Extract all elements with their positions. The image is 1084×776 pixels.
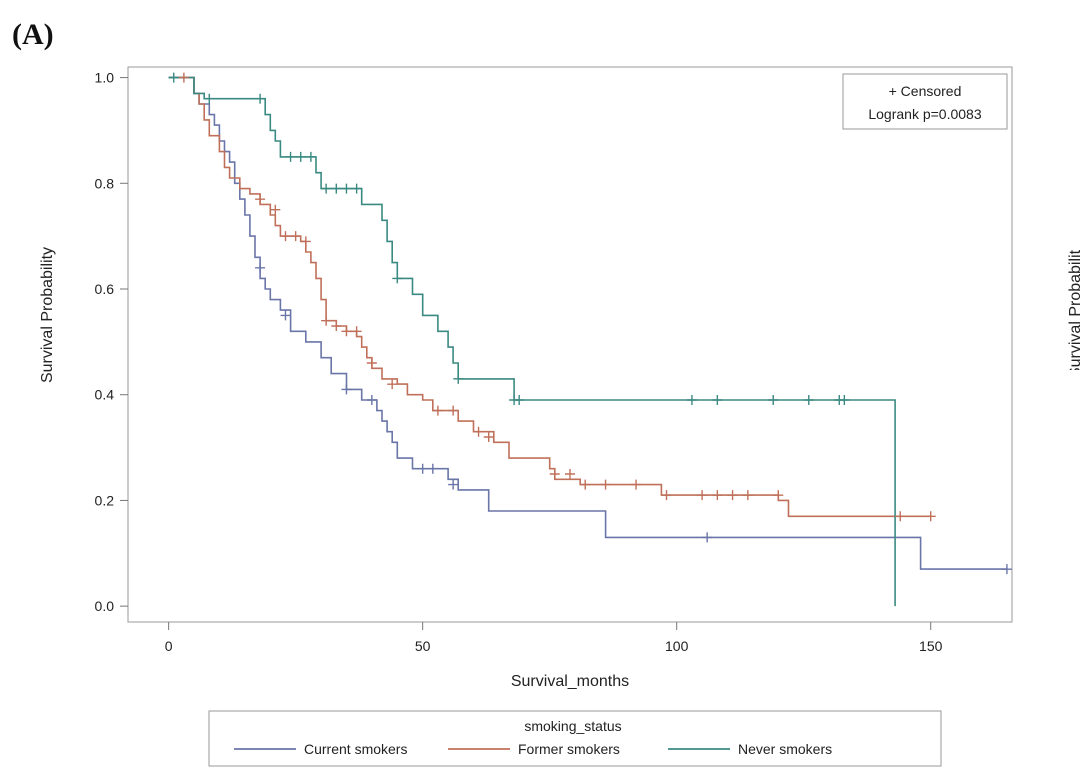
panel-label: (A) (12, 18, 54, 51)
x-axis-label: Survival_months (511, 673, 629, 690)
cropped-right-ylabel-text: Survival Probability (1067, 250, 1084, 370)
censor-mark-former-smokers-2 (270, 204, 281, 215)
inset-legend: + Censored Logrank p=0.0083 (842, 73, 1008, 130)
x-tick-label-0: 0 (165, 638, 173, 654)
censor-layer (168, 72, 1012, 575)
censor-mark-former-smokers-25 (742, 490, 753, 501)
plot-frame (127, 66, 1013, 623)
censor-mark-current-smokers-1 (280, 310, 291, 321)
censor-mark-current-smokers-2 (341, 384, 352, 395)
x-tick-label-3: 150 (919, 638, 943, 654)
censor-mark-current-smokers-7 (702, 532, 713, 543)
censor-mark-former-smokers-28 (925, 511, 936, 522)
censor-mark-never-smokers-1 (204, 93, 215, 104)
censor-mark-former-smokers-9 (351, 326, 362, 337)
censor-mark-never-smokers-10 (392, 273, 403, 284)
censor-mark-former-smokers-18 (580, 479, 591, 490)
censor-mark-never-smokers-6 (321, 183, 332, 194)
censor-mark-never-smokers-19 (839, 395, 850, 405)
censor-mark-never-smokers-11 (453, 373, 464, 384)
censor-mark-former-smokers-4 (290, 231, 301, 242)
legend-label-current-smokers: Current smokers (304, 741, 407, 757)
y-tick-label-1: 0.2 (95, 492, 115, 508)
censor-mark-former-smokers-27 (895, 511, 906, 522)
y-tick-label-3: 0.6 (95, 281, 115, 297)
censor-mark-former-smokers-17 (565, 469, 575, 479)
censor-mark-never-smokers-9 (351, 183, 362, 194)
censor-mark-former-smokers-3 (280, 231, 291, 242)
censored-label: + Censored (889, 83, 962, 99)
censor-mark-former-smokers-14 (473, 426, 484, 437)
censor-mark-never-smokers-0 (168, 72, 179, 83)
y-tick-label-0: 0.0 (95, 598, 115, 614)
censor-mark-current-smokers-6 (448, 479, 459, 490)
y-tick-label-5: 1.0 (95, 70, 115, 86)
censor-mark-former-smokers-19 (600, 479, 611, 490)
series-line-current-smokers (168, 76, 1007, 570)
series-line-former-smokers (168, 76, 931, 518)
censor-mark-former-smokers-24 (727, 490, 738, 501)
y-tick-label-2: 0.4 (95, 387, 115, 403)
censor-mark-current-smokers-8 (1001, 564, 1012, 575)
logrank-label: Logrank p=0.0083 (868, 106, 981, 122)
censor-mark-never-smokers-8 (341, 183, 352, 194)
censor-mark-never-smokers-4 (295, 151, 306, 162)
censor-mark-former-smokers-13 (448, 405, 459, 416)
censor-mark-never-smokers-14 (686, 395, 697, 405)
x-axis: 0 50 100 150 (165, 622, 943, 654)
legend: smoking_status Current smokers Former smo… (208, 710, 942, 767)
censor-mark-former-smokers-12 (432, 405, 443, 416)
cropped-right-axis-label: Survival Probability (1064, 250, 1084, 370)
censor-mark-never-smokers-3 (285, 151, 296, 162)
y-axis: 0.0 0.2 0.4 0.6 0.8 1.0 (95, 70, 128, 614)
censor-mark-former-smokers-5 (300, 236, 311, 247)
censor-mark-former-smokers-16 (549, 469, 560, 479)
y-tick-label-4: 0.8 (95, 175, 115, 191)
censor-mark-former-smokers-15 (483, 432, 494, 442)
censor-mark-former-smokers-26 (773, 490, 784, 501)
cropped-right-axis-label-svg: Survival Probability (1067, 250, 1084, 370)
censor-mark-former-smokers-1 (255, 194, 266, 205)
censor-mark-former-smokers-6 (321, 315, 332, 326)
y-axis-label: Survival Probability (39, 247, 56, 383)
censor-mark-never-smokers-5 (305, 151, 316, 162)
series-line-never-smokers (168, 76, 896, 607)
censor-mark-former-smokers-7 (331, 321, 342, 331)
legend-label-former-smokers: Former smokers (518, 741, 620, 757)
censor-mark-never-smokers-16 (768, 395, 779, 405)
x-tick-label-2: 100 (665, 638, 689, 654)
censor-mark-former-smokers-23 (712, 490, 723, 501)
censor-mark-former-smokers-0 (178, 72, 189, 83)
legend-label-never-smokers: Never smokers (738, 741, 832, 757)
censor-mark-never-smokers-13 (514, 395, 525, 405)
censor-mark-never-smokers-7 (331, 183, 342, 194)
censor-mark-never-smokers-15 (712, 395, 723, 405)
censor-mark-former-smokers-21 (661, 490, 672, 501)
censor-mark-current-smokers-3 (366, 395, 377, 405)
censor-mark-former-smokers-22 (697, 490, 708, 501)
censor-mark-current-smokers-0 (255, 262, 266, 273)
legend-box (208, 710, 942, 767)
censor-mark-former-smokers-8 (341, 326, 352, 337)
x-tick-label-1: 50 (415, 638, 431, 654)
censor-mark-never-smokers-2 (255, 93, 266, 104)
censor-mark-former-smokers-20 (631, 479, 642, 490)
censor-mark-never-smokers-17 (803, 395, 814, 405)
censor-mark-current-smokers-5 (427, 463, 438, 474)
censor-mark-former-smokers-10 (366, 358, 377, 368)
legend-entries: Current smokers Former smokers Never smoke… (234, 741, 832, 757)
legend-title: smoking_status (524, 718, 621, 734)
censor-mark-current-smokers-4 (417, 463, 428, 474)
inset-legend-box (842, 73, 1008, 130)
censor-mark-former-smokers-11 (387, 379, 398, 390)
